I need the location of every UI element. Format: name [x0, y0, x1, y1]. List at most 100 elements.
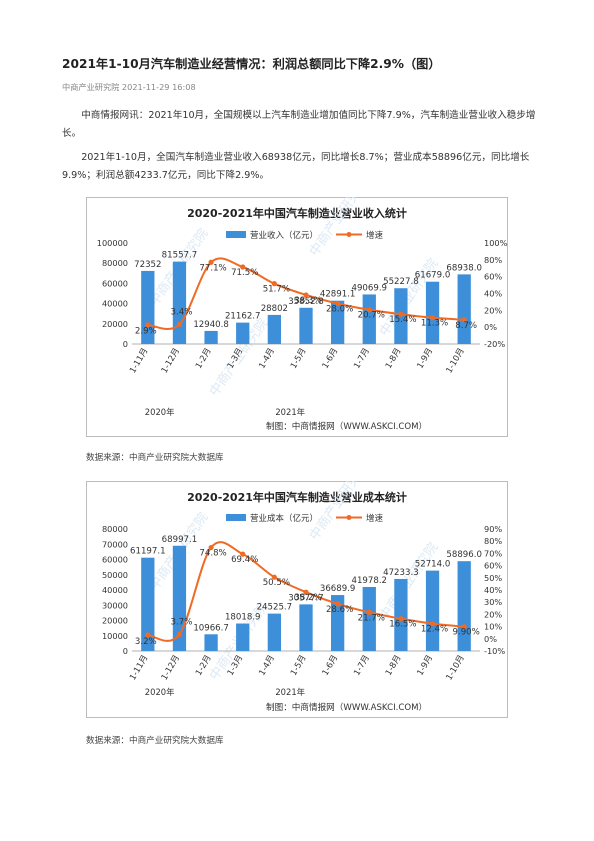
growth-value-label: 11.3%: [421, 319, 448, 329]
growth-point: [176, 321, 183, 327]
growth-point: [461, 317, 467, 323]
bar: [141, 557, 155, 651]
growth-value-label: 28.6%: [326, 605, 353, 615]
growth-point: [271, 574, 277, 580]
bar: [425, 281, 440, 344]
legend-line-label: 增速: [366, 513, 384, 524]
growth-value-label: 69.4%: [231, 555, 258, 565]
growth-point: [429, 315, 436, 321]
right-tick-label: 10%: [484, 622, 502, 632]
growth-value-label: 50.5%: [263, 578, 290, 588]
growth-value-label: 9.90%: [453, 628, 480, 638]
growth-point: [461, 624, 467, 630]
bar: [457, 561, 471, 651]
chart-title: 2020-2021年中国汽车制造业营业成本统计: [187, 490, 407, 504]
data-source-2: 数据来源：中商产业研究院大数据库: [86, 736, 224, 746]
right-tick-label: 20%: [484, 305, 502, 315]
year-label-2021: 2021年: [275, 407, 305, 417]
left-tick-label: 80000: [102, 524, 128, 534]
year-label-2020: 2020年: [145, 407, 175, 417]
bar: [299, 604, 313, 651]
growth-value-label: 12.4%: [421, 625, 448, 635]
bar-value-label: 81557.7: [162, 251, 198, 261]
bar: [204, 330, 218, 344]
bar-value-label: 52714.0: [415, 560, 451, 570]
growth-point: [335, 601, 341, 607]
left-tick-label: 40000: [102, 299, 128, 309]
growth-value-label: 51.7%: [263, 285, 290, 295]
article-title: 2021年1-10月汽车制造业经营情况：利润总额同比下降2.9%（图）: [62, 57, 441, 71]
left-tick-label: 20000: [102, 319, 128, 329]
bar: [330, 300, 345, 344]
bar: [267, 613, 282, 651]
right-tick-label: 30%: [484, 597, 502, 607]
growth-value-label: 38.2%: [294, 593, 321, 603]
growth-point: [240, 551, 246, 557]
bar-value-label: 68938.0: [446, 263, 482, 273]
paragraph-2: 2021年1-10月，全国汽车制造业营业收入68938亿元，同比增长8.7%；营…: [62, 152, 530, 181]
chart-credit: 制图：中商情报网（WWW.ASKCI.COM）: [266, 701, 427, 713]
cost-chart: 2020-2021年中国汽车制造业营业成本统计中商产业研究院中商产业研究院中商产…: [86, 460, 508, 718]
chart-title: 2020-2021年中国汽车制造业营业收入统计: [187, 206, 407, 220]
bar-value-label: 58896.0: [446, 550, 482, 560]
right-tick-label: 0%: [484, 634, 497, 644]
growth-value-label: 3.2%: [135, 637, 157, 647]
right-tick-label: 60%: [484, 272, 502, 282]
bar: [330, 595, 345, 651]
bar: [172, 261, 187, 344]
left-tick-label: 50000: [102, 570, 128, 580]
growth-point: [145, 632, 151, 638]
data-source-1: 数据来源：中商产业研究院大数据库: [86, 453, 224, 463]
bar: [204, 634, 218, 651]
right-tick-label: 80%: [484, 255, 502, 265]
growth-point: [176, 631, 183, 637]
right-tick-label: 40%: [484, 585, 502, 595]
left-tick-label: 60000: [102, 278, 128, 288]
growth-point: [366, 609, 372, 615]
right-tick-label: -10%: [484, 646, 505, 656]
bar-value-label: 24525.7: [257, 603, 293, 613]
growth-value-label: 20.7%: [358, 311, 385, 321]
bar: [236, 623, 250, 651]
growth-point: [398, 616, 404, 622]
right-tick-label: 100%: [484, 238, 508, 248]
growth-point: [271, 281, 277, 287]
growth-value-label: 15.4%: [389, 315, 416, 325]
bar-value-label: 49069.9: [351, 283, 387, 293]
growth-point: [208, 259, 214, 265]
left-tick-label: 20000: [102, 616, 128, 626]
left-tick-label: 30000: [102, 600, 128, 610]
growth-point: [398, 311, 404, 317]
right-tick-label: 0%: [484, 322, 497, 332]
revenue-chart: 2020-2021年中国汽车制造业营业收入统计 中商产业研究院 中商产业研究院 中商产…: [86, 176, 508, 437]
growth-point: [303, 292, 309, 298]
growth-point: [429, 621, 436, 627]
bar: [362, 294, 376, 344]
bar-value-label: 28802: [261, 304, 288, 314]
growth-value-label: 74.8%: [199, 549, 226, 559]
right-tick-label: 70%: [484, 548, 502, 558]
bar: [236, 322, 250, 344]
left-tick-label: 60000: [102, 555, 128, 565]
right-tick-label: 40%: [484, 289, 502, 299]
bar: [172, 545, 187, 651]
legend-bar-swatch: [226, 231, 246, 238]
article-meta: 中商产业研究院 2021-11-29 16:08: [62, 82, 196, 92]
year-label-2020: 2020年: [145, 687, 175, 697]
growth-value-label: 77.1%: [199, 263, 226, 273]
bar: [457, 274, 471, 344]
growth-value-label: 3.4%: [171, 307, 193, 317]
bar-value-label: 61679.0: [415, 271, 451, 281]
growth-value-label: 38.3%: [294, 296, 321, 306]
legend-bar-label: 营业收入（亿元）: [250, 230, 318, 241]
bar-value-label: 30577.7: [288, 593, 324, 603]
left-tick-label: 70000: [102, 539, 128, 549]
paragraph-1: 中商情报网讯：2021年10月，全国规模以上汽车制造业增加值同比下降7.9%，汽…: [62, 110, 536, 139]
legend-line-marker: [346, 232, 352, 237]
bar-value-label: 18018.9: [225, 613, 261, 623]
bar-value-label: 68997.1: [162, 535, 198, 545]
growth-value-label: 3.7%: [171, 617, 193, 627]
bar: [362, 586, 376, 651]
bar-value-label: 42891.1: [320, 290, 356, 300]
left-tick-label: 0: [123, 339, 128, 349]
